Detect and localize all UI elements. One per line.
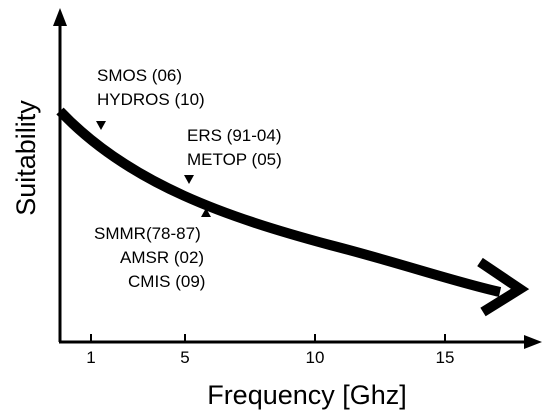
annotation-hydros: HYDROS (10) [97, 90, 205, 109]
annotation-smos: SMOS (06) [97, 66, 182, 85]
annotation-metop: METOP (05) [187, 150, 282, 169]
x-tick-label-10: 10 [306, 348, 325, 367]
annotation-amsr: AMSR (02) [120, 248, 204, 267]
marker-smmr-amsr-cmis [201, 208, 211, 217]
x-tick-label-5: 5 [180, 348, 189, 367]
annotation-cmis: CMIS (09) [128, 272, 205, 291]
y-axis-arrowhead [53, 8, 67, 26]
marker-smos-hydros [96, 121, 106, 130]
curve-arrowhead [477, 257, 530, 317]
x-tick-label-1: 1 [86, 348, 95, 367]
y-axis-title: Suitability [11, 100, 41, 216]
x-axis-arrowhead [524, 335, 542, 349]
suitability-curve [56, 107, 502, 297]
x-axis-title: Frequency [Ghz] [207, 380, 407, 410]
x-tick-label-15: 15 [436, 348, 455, 367]
marker-ers-metop [184, 175, 194, 184]
annotation-ers: ERS (91-04) [187, 126, 281, 145]
annotation-smmr: SMMR(78-87) [94, 224, 201, 243]
